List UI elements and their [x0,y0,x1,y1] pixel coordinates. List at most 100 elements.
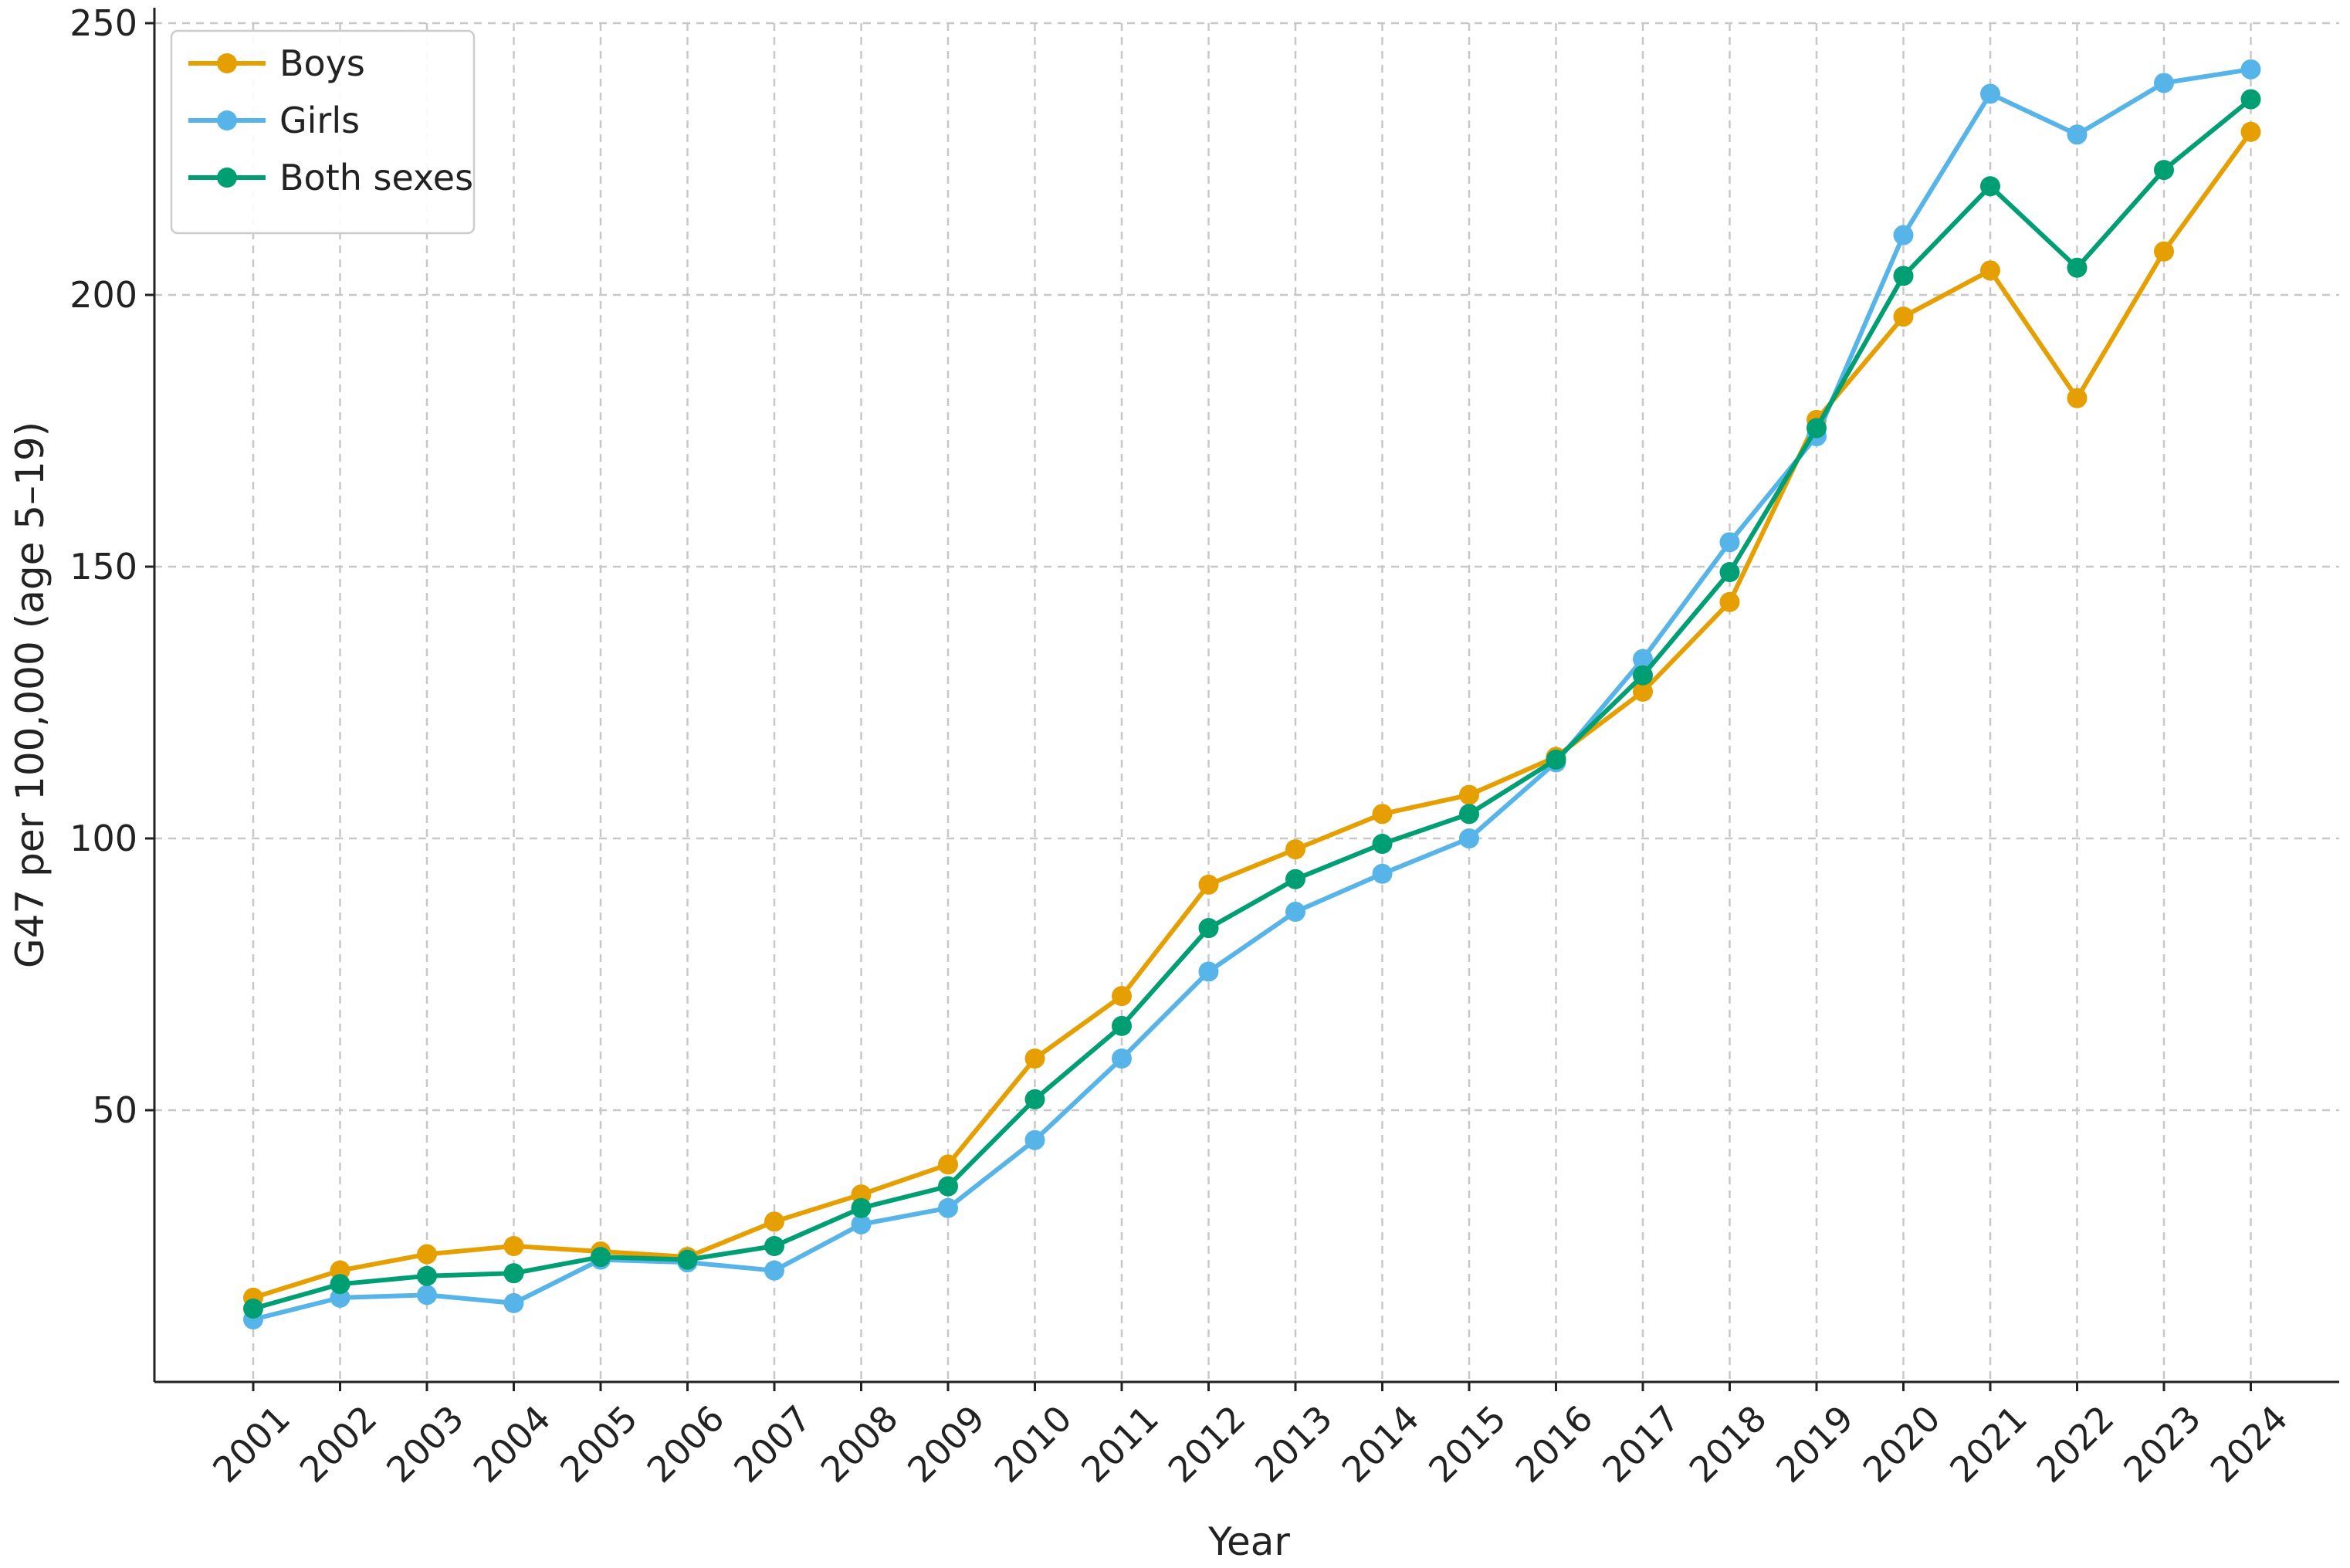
data-point-both-sexes-2001 [243,1298,263,1319]
data-point-girls-2024 [2240,59,2261,80]
data-point-girls-2009 [938,1197,958,1218]
data-point-boys-2014 [1372,804,1393,825]
data-point-boys-2024 [2240,121,2261,142]
data-point-both-sexes-2016 [1546,749,1566,770]
data-point-both-sexes-2012 [1198,918,1219,939]
legend-label-girls: Girls [279,100,360,141]
legend-swatch-marker [217,53,237,73]
legend-swatch-marker [217,110,237,130]
y-axis-title: G47 per 100,000 (age 5–19) [8,422,52,968]
data-point-girls-2018 [1719,532,1740,553]
series-girls [243,59,2261,1330]
data-point-both-sexes-2010 [1024,1089,1045,1109]
x-tick-label-2012: 2012 [1160,1397,1254,1491]
data-point-both-sexes-2018 [1719,562,1740,583]
y-tick-label: 150 [69,546,137,588]
data-point-girls-2013 [1285,902,1305,923]
x-tick-label-2010: 2010 [987,1397,1080,1491]
x-tick-label-2020: 2020 [1855,1397,1949,1491]
data-point-both-sexes-2003 [417,1265,437,1286]
data-point-both-sexes-2004 [503,1263,524,1284]
data-point-boys-2021 [1980,260,2000,281]
legend-swatch-marker [217,168,237,188]
x-tick-label-2011: 2011 [1073,1397,1167,1491]
legend: Boys Girls Both sexes [170,29,476,235]
series-layer [243,59,2261,1330]
y-tick-label: 200 [69,274,137,316]
data-point-boys-2023 [2154,241,2174,262]
data-point-boys-2012 [1198,874,1219,895]
data-point-both-sexes-2022 [2067,257,2088,278]
x-tick-label-2004: 2004 [466,1397,559,1491]
data-point-both-sexes-2013 [1285,869,1305,889]
x-tick-label-2006: 2006 [639,1397,733,1491]
x-tick-label-2005: 2005 [552,1397,645,1491]
data-point-both-sexes-2008 [851,1197,872,1218]
data-point-both-sexes-2014 [1372,834,1393,855]
x-tick-label-2017: 2017 [1594,1397,1688,1491]
data-point-boys-2010 [1024,1048,1045,1069]
data-point-girls-2020 [1893,225,1914,246]
data-point-both-sexes-2023 [2154,160,2174,181]
data-point-girls-2023 [2154,73,2174,93]
data-point-girls-2010 [1024,1129,1045,1150]
x-tick-label-2021: 2021 [1942,1397,2035,1491]
data-point-both-sexes-2015 [1459,804,1479,825]
data-point-girls-2012 [1198,961,1219,982]
series-both-sexes [243,89,2261,1319]
x-axis-title: Year [1207,1519,1290,1564]
data-point-girls-2017 [1633,649,1653,669]
data-point-boys-2022 [2067,388,2088,408]
legend-label-boys: Boys [279,42,365,84]
data-point-girls-2011 [1112,1048,1132,1069]
legend-box [170,29,476,235]
data-point-both-sexes-2009 [938,1176,958,1197]
legend-entry-girls: Girls [188,100,360,141]
data-point-both-sexes-2005 [591,1247,611,1268]
data-point-both-sexes-2019 [1807,418,1827,439]
legend-label-both-sexes: Both sexes [279,157,473,198]
y-tick-label: 250 [69,2,137,44]
data-point-girls-2008 [851,1214,872,1234]
legend-entry-both-sexes: Both sexes [188,157,473,198]
x-tick-label-2007: 2007 [726,1397,819,1491]
data-point-boys-2004 [503,1236,524,1256]
data-point-both-sexes-2024 [2240,89,2261,110]
data-point-boys-2007 [764,1211,784,1232]
data-point-boys-2017 [1633,681,1653,702]
data-point-both-sexes-2007 [764,1236,784,1256]
x-tick-label-2003: 2003 [378,1397,472,1491]
data-point-boys-2003 [417,1244,437,1265]
x-tick-label-2023: 2023 [2115,1397,2209,1491]
data-point-girls-2003 [417,1285,437,1306]
data-point-girls-2007 [764,1260,784,1281]
data-point-boys-2020 [1893,306,1914,327]
legend-entry-boys: Boys [188,42,365,84]
data-point-girls-2021 [1980,83,2000,104]
x-tick-label-2001: 2001 [205,1397,298,1491]
data-point-boys-2009 [938,1154,958,1175]
data-point-boys-2011 [1112,986,1132,1007]
x-tick-label-2022: 2022 [2029,1397,2122,1491]
x-tick-label-2016: 2016 [1508,1397,1601,1491]
y-tick-label: 100 [69,818,137,859]
data-point-girls-2014 [1372,863,1393,884]
series-line-girls [251,66,2253,1322]
x-tick-label-2002: 2002 [292,1397,385,1491]
x-tick-label-2019: 2019 [1768,1397,1861,1491]
x-tick-label-2018: 2018 [1681,1397,1775,1491]
data-point-both-sexes-2011 [1112,1015,1132,1036]
data-point-both-sexes-2020 [1893,266,1914,286]
y-tick-label: 50 [92,1089,137,1131]
x-tick-label-2009: 2009 [899,1397,993,1491]
x-tick-label-2024: 2024 [2203,1397,2296,1491]
series-line-both-sexes [251,97,2253,1311]
x-tick-label-2014: 2014 [1334,1397,1427,1491]
grid [154,22,2339,1382]
series-boys [243,121,2261,1308]
data-point-girls-2015 [1459,828,1479,848]
data-point-boys-2018 [1719,591,1740,612]
data-point-girls-2022 [2067,124,2088,145]
x-tick-label-2013: 2013 [1247,1397,1340,1491]
